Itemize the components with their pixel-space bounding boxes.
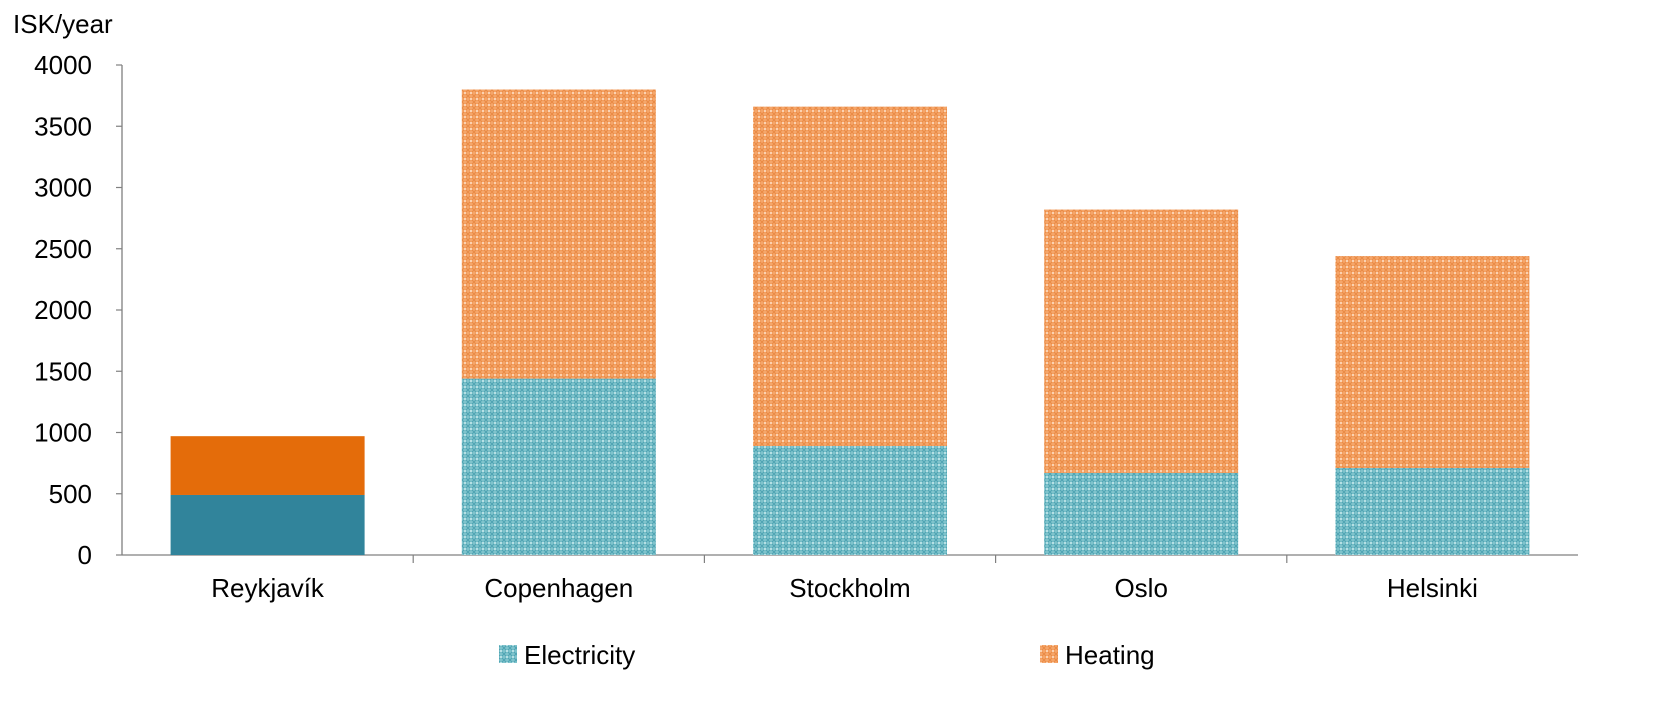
x-category-label: Stockholm	[789, 573, 910, 603]
legend-swatch-heating	[1040, 645, 1058, 663]
bar-electricity-copenhagen	[461, 378, 656, 555]
legend: Electricity Heating	[499, 640, 1155, 670]
bar-heating-reykjavík	[170, 436, 365, 495]
y-tick-label: 4000	[34, 50, 92, 80]
legend-label-electricity: Electricity	[524, 640, 635, 670]
y-tick-label: 3000	[34, 173, 92, 203]
bar-heating-copenhagen	[461, 89, 656, 379]
bar-heating-stockholm	[753, 106, 947, 446]
legend-label-heating: Heating	[1065, 640, 1155, 670]
y-tick-label: 2000	[34, 295, 92, 325]
y-axis-ticks: 0 500 1000 1500 2000 2500 3000 3500 4000	[34, 50, 122, 570]
y-tick-label: 3500	[34, 111, 92, 141]
x-category-label: Oslo	[1114, 573, 1167, 603]
bars	[170, 89, 1530, 555]
y-tick-label: 500	[49, 479, 92, 509]
bar-electricity-oslo	[1044, 472, 1239, 555]
bar-electricity-helsinki	[1335, 468, 1530, 555]
x-category-label: Copenhagen	[484, 573, 633, 603]
y-tick-label: 1000	[34, 418, 92, 448]
x-category-label: Reykjavík	[211, 573, 325, 603]
bar-electricity-stockholm	[753, 445, 947, 555]
y-tick-label: 1500	[34, 356, 92, 386]
x-category-label: Helsinki	[1387, 573, 1478, 603]
y-axis-label: ISK/year	[13, 9, 113, 39]
bar-electricity-reykjavík	[170, 494, 365, 555]
bar-heating-helsinki	[1335, 256, 1530, 469]
y-tick-label: 0	[78, 540, 92, 570]
bar-heating-oslo	[1044, 209, 1239, 473]
x-axis-labels: Reykjavík Copenhagen Stockholm Oslo Helsinki	[211, 573, 1478, 603]
legend-swatch-electricity	[499, 645, 517, 663]
y-tick-label: 2500	[34, 234, 92, 264]
